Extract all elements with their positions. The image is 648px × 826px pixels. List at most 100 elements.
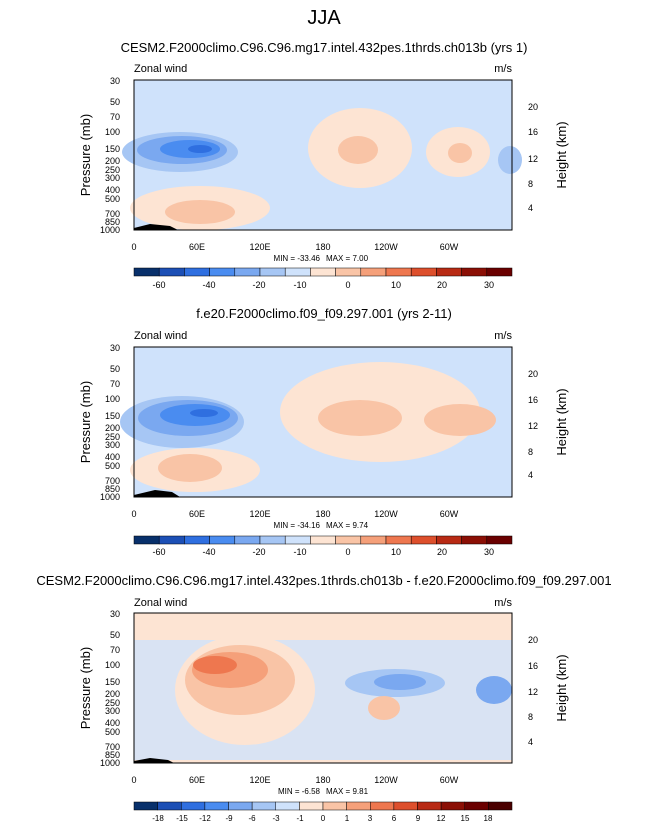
panel-3-ylabel-right: Height (km) — [554, 654, 569, 721]
panel-2-pos-west-inner — [424, 404, 496, 436]
panel-1-height-ticks: 20 16 12 8 4 — [528, 102, 538, 213]
panel-1-ylabel-right: Height (km) — [554, 121, 569, 188]
colorbar-label: -15 — [176, 814, 188, 823]
panel-3-colorbar — [133, 801, 513, 811]
ytick: 150 — [105, 677, 120, 687]
colorbar-label: -60 — [152, 547, 165, 557]
ytick: 700 — [105, 476, 120, 486]
colorbar-swatch — [234, 267, 261, 277]
colorbar-swatch — [299, 801, 324, 811]
colorbar-label: -9 — [225, 814, 233, 823]
panel-1-min: MIN = -33.46 — [274, 254, 321, 263]
panel-1-title: CESM2.F2000climo.C96.C96.mg17.intel.432p… — [121, 40, 528, 55]
ytick: 1000 — [100, 225, 120, 235]
colorbar-swatch — [488, 801, 513, 811]
xtick: 120W — [374, 775, 398, 785]
xtick: 60E — [189, 242, 205, 252]
colorbar-swatch — [436, 267, 462, 277]
height-tick: 12 — [528, 421, 538, 431]
colorbar-label: 10 — [391, 547, 401, 557]
panel-1-colorbar-labels: -60 -40 -20 -10 0 10 20 30 — [152, 280, 494, 290]
panel-1-neg-edge — [498, 146, 522, 174]
colorbar-swatch — [385, 267, 412, 277]
panel-3-neg-east-inner — [374, 674, 426, 690]
colorbar-swatch — [322, 801, 347, 811]
colorbar-swatch — [181, 801, 206, 811]
ytick: 200 — [105, 689, 120, 699]
height-tick: 20 — [528, 102, 538, 112]
ytick: 100 — [105, 127, 120, 137]
colorbar-swatch — [259, 267, 286, 277]
colorbar-swatch — [209, 535, 236, 545]
colorbar-label: 30 — [484, 280, 494, 290]
xtick: 60W — [440, 509, 459, 519]
colorbar-label: 3 — [368, 814, 373, 823]
colorbar-label: 18 — [484, 814, 493, 823]
colorbar-label: -40 — [202, 547, 215, 557]
panel-3-pos-low — [368, 696, 400, 720]
xtick: 60W — [440, 242, 459, 252]
ytick: 150 — [105, 411, 120, 421]
colorbar-label: -12 — [199, 814, 211, 823]
ytick: 200 — [105, 156, 120, 166]
colorbar-label: -20 — [252, 547, 265, 557]
colorbar-swatch — [360, 535, 387, 545]
panel-2-frame — [133, 346, 513, 498]
panel-3-variable: Zonal wind — [134, 597, 187, 609]
height-tick: 16 — [528, 661, 538, 671]
panel-2-height-ticks: 20 16 12 8 4 — [528, 369, 538, 480]
panel-1: CESM2.F2000climo.C96.C96.mg17.intel.432p… — [78, 40, 569, 290]
xtick: 120W — [374, 509, 398, 519]
colorbar-swatch — [284, 267, 311, 277]
ytick: 1000 — [100, 492, 120, 502]
colorbar-swatch — [440, 801, 466, 811]
panel-1-pos-east-inner — [338, 136, 378, 164]
colorbar-label: 20 — [437, 547, 447, 557]
ytick: 150 — [105, 144, 120, 154]
panel-2-variable: Zonal wind — [134, 330, 187, 342]
height-tick: 4 — [528, 737, 533, 747]
colorbar-swatch — [133, 801, 158, 811]
colorbar-swatch — [346, 801, 371, 811]
xtick: 0 — [131, 242, 136, 252]
panel-3-colorbar-labels: -18 -15 -12 -9 -6 -3 -1 0 1 3 6 9 12 15 … — [152, 814, 493, 823]
colorbar-swatch — [486, 535, 513, 545]
panel-3-max: MAX = 9.81 — [326, 787, 369, 796]
colorbar-label: -1 — [296, 814, 304, 823]
ytick: 30 — [110, 76, 120, 86]
colorbar-label: 0 — [321, 814, 326, 823]
ytick: 850 — [105, 484, 120, 494]
ytick: 400 — [105, 718, 120, 728]
panel-2-colorbar — [133, 535, 513, 545]
xtick: 180 — [315, 509, 330, 519]
colorbar-swatch — [417, 801, 442, 811]
panel-1-frame — [133, 79, 513, 231]
colorbar-swatch — [461, 267, 488, 277]
xtick: 120E — [249, 242, 270, 252]
colorbar-swatch — [209, 267, 236, 277]
panel-2-title: f.e20.F2000climo.f09_f09.297.001 (yrs 2-… — [196, 306, 452, 321]
ytick: 100 — [105, 660, 120, 670]
panel-1-max: MAX = 7.00 — [326, 254, 369, 263]
ytick: 300 — [105, 173, 120, 183]
ytick: 300 — [105, 440, 120, 450]
colorbar-label: 12 — [437, 814, 446, 823]
colorbar-swatch — [310, 535, 336, 545]
xtick: 120E — [249, 509, 270, 519]
height-tick: 8 — [528, 712, 533, 722]
ytick: 250 — [105, 165, 120, 175]
panel-3-title: CESM2.F2000climo.C96.C96.mg17.intel.432p… — [36, 573, 611, 588]
colorbar-swatch — [133, 267, 160, 277]
panel-2-ylabel-right: Height (km) — [554, 388, 569, 455]
panel-3-height-ticks: 20 16 12 8 4 — [528, 635, 538, 747]
ytick: 50 — [110, 364, 120, 374]
ytick: 250 — [105, 432, 120, 442]
panel-1-jet-core — [188, 145, 212, 153]
ytick: 700 — [105, 209, 120, 219]
ytick: 400 — [105, 185, 120, 195]
colorbar-swatch — [234, 535, 261, 545]
panel-2-plot — [120, 346, 513, 498]
xtick: 60W — [440, 775, 459, 785]
panel-1-pos-west-inner — [448, 143, 472, 163]
colorbar-label: -20 — [252, 280, 265, 290]
